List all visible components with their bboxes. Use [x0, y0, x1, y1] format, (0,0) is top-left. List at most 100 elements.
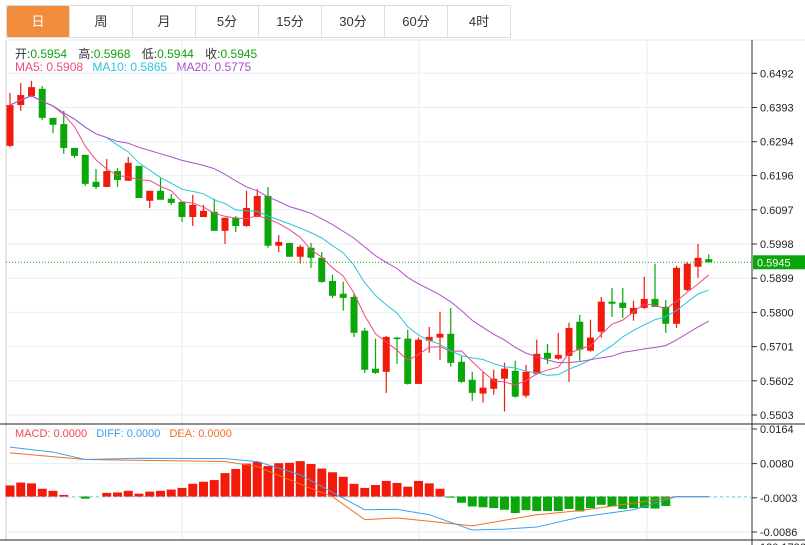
candle-body	[60, 124, 68, 148]
candle-body	[71, 147, 78, 156]
macd-bar	[5, 485, 15, 497]
candle	[361, 327, 369, 373]
tab-period-6[interactable]: 60分	[385, 6, 448, 37]
candle-body	[404, 338, 412, 384]
macd-bar	[156, 490, 165, 497]
ohlc-legend: 开:0.5954 高:0.5968 低:0.5944 收:0.5945	[15, 45, 265, 62]
tab-period-5[interactable]: 30分	[322, 6, 385, 37]
candle-body	[286, 242, 293, 257]
candle	[307, 242, 315, 268]
tab-period-1[interactable]: 周	[70, 6, 133, 37]
candle-body	[544, 352, 551, 359]
macd-bar	[231, 468, 241, 497]
candle	[221, 217, 229, 244]
candle	[189, 194, 197, 227]
macd-tick-label: -0.0086	[760, 527, 797, 539]
macd-bar	[381, 480, 391, 497]
macd-bar	[59, 494, 69, 497]
candle	[81, 154, 89, 186]
candle-body	[619, 302, 627, 308]
macd-bar	[639, 496, 649, 509]
macd-bar	[521, 496, 531, 511]
candle-body	[393, 337, 401, 340]
tab-period-4[interactable]: 15分	[259, 6, 322, 37]
candle-body	[651, 298, 659, 307]
candle	[296, 245, 304, 264]
macd-bar	[510, 496, 520, 514]
price-tick-label: 0.5701	[760, 342, 794, 354]
candle	[103, 158, 111, 187]
macd-bar	[650, 496, 660, 509]
candle-body	[705, 259, 713, 263]
price-tick-label: 0.5998	[760, 239, 794, 251]
price-tick-label: 0.6393	[760, 103, 794, 115]
macd-bar	[338, 476, 348, 497]
macd-legend: MACD: 0.0000 DIFF: 0.0000 DEA: 0.0000	[15, 428, 238, 440]
candle-body	[662, 306, 670, 324]
macd-bar	[242, 463, 251, 497]
candle-body	[124, 162, 132, 181]
macd-bar	[457, 496, 466, 503]
macd-bar	[371, 485, 380, 497]
candle-body	[565, 327, 573, 356]
candle	[576, 314, 584, 361]
candle	[114, 167, 121, 187]
candle	[490, 369, 498, 395]
macd-bar	[37, 488, 47, 497]
candle-body	[447, 333, 455, 363]
tab-period-7[interactable]: 4时	[448, 6, 511, 37]
macd-bar	[188, 483, 198, 497]
candle-body	[382, 336, 390, 372]
macd-bar	[543, 496, 552, 511]
candle-body	[501, 368, 508, 379]
macd-bar	[424, 483, 434, 497]
macd-bar	[295, 461, 305, 497]
candle-body	[49, 117, 57, 125]
period-tabs: 日周月 5分 15分 30分 60分 4时	[6, 5, 511, 38]
macd-bar	[564, 496, 574, 509]
candle-body	[38, 88, 46, 118]
candle	[468, 371, 476, 401]
diff-line	[9, 446, 709, 531]
open-value: 0.5954	[30, 47, 68, 61]
macd-bar	[209, 480, 219, 497]
candle-body	[178, 201, 186, 218]
tab-period-2[interactable]: 月	[133, 6, 196, 37]
candle-body	[436, 333, 444, 338]
candle-body	[458, 361, 465, 382]
candle-body	[157, 190, 164, 200]
ma5-line	[9, 95, 710, 386]
candle	[404, 329, 412, 385]
candle	[694, 243, 702, 278]
candle-body	[221, 217, 229, 231]
tab-period-3[interactable]: 5分	[196, 6, 259, 37]
ma10-legend: MA10: 0.5865	[92, 60, 168, 74]
tab-period-0[interactable]: 日	[7, 6, 70, 37]
candle	[544, 343, 551, 364]
last-price-badge	[753, 255, 805, 270]
candle-body	[103, 171, 111, 187]
macd-bar	[252, 461, 262, 497]
candle	[146, 190, 154, 209]
candle-body	[415, 339, 422, 384]
macd-bar	[596, 496, 606, 505]
candle	[608, 287, 616, 317]
macd-bar	[274, 463, 284, 497]
candle	[447, 307, 455, 367]
candle	[135, 165, 143, 199]
macd-bar	[360, 487, 370, 497]
candle	[673, 265, 680, 328]
candle-body	[479, 387, 487, 394]
close-label: 收:	[205, 47, 221, 61]
candle-body	[673, 267, 680, 324]
candle-body	[146, 190, 154, 201]
candle	[522, 364, 530, 398]
low-label: 低:	[141, 47, 158, 61]
macd-tick-label: 0.0164	[760, 424, 794, 436]
candle-body	[350, 296, 358, 333]
candle	[286, 242, 293, 257]
ma20-line	[9, 95, 709, 364]
candle-body	[576, 321, 584, 350]
